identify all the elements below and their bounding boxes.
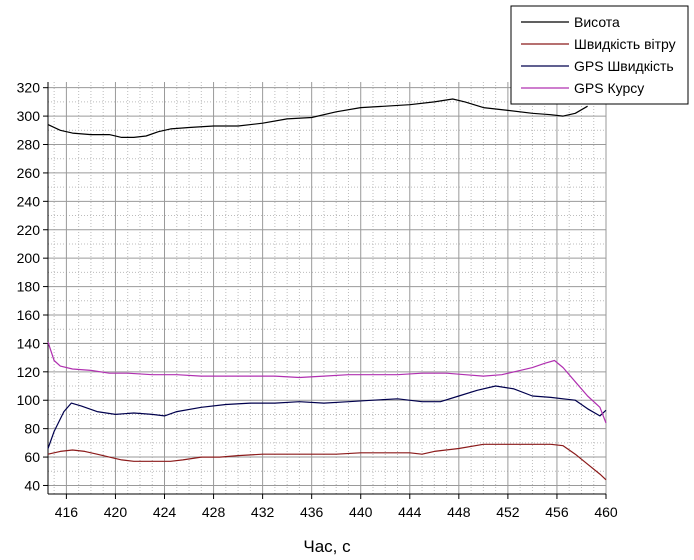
series-line: [47, 385, 607, 449]
y-tick-label: 60: [24, 449, 40, 465]
x-tick-label: 428: [202, 504, 226, 520]
x-tick-label: 440: [349, 504, 373, 520]
x-tick-label: 424: [153, 504, 177, 520]
series-line: [47, 98, 588, 138]
y-tick-label: 260: [17, 165, 41, 181]
y-tick-label: 240: [17, 193, 41, 209]
series-line: [47, 341, 607, 424]
y-tick-label: 320: [17, 80, 41, 96]
legend: Висота Швидкість вітру GPS Швидкість GPS Ку…: [510, 5, 689, 105]
x-tick-label: 416: [55, 504, 79, 520]
y-tick-label: 100: [17, 392, 41, 408]
x-tick-label: 444: [398, 504, 422, 520]
axes: 40 60 80 100 120 140 160 180 200 220 240 260 280 300 3…: [17, 80, 618, 520]
x-tick-label: 420: [104, 504, 128, 520]
y-tick-label: 180: [17, 279, 41, 295]
x-tick-label: 448: [447, 504, 471, 520]
legend-label: GPS Швидкість: [574, 58, 674, 74]
y-tick-label: 200: [17, 250, 41, 266]
x-tick-label: 452: [496, 504, 520, 520]
legend-label: Швидкість вітру: [574, 36, 676, 52]
y-tick-label: 80: [24, 421, 40, 437]
x-axis-title: Час, с: [303, 537, 351, 556]
x-tick-label: 460: [594, 504, 618, 520]
y-tick-label: 300: [17, 108, 41, 124]
x-tick-label: 432: [251, 504, 275, 520]
y-tick-label: 140: [17, 335, 41, 351]
y-tick-label: 160: [17, 307, 41, 323]
y-tick-label: 220: [17, 222, 41, 238]
legend-label: GPS Курсу: [574, 80, 644, 96]
series-line: [47, 443, 607, 481]
legend-label: Висота: [574, 14, 620, 30]
y-tick-label: 40: [24, 477, 40, 493]
x-tick-label: 436: [300, 504, 324, 520]
grid: [48, 82, 607, 494]
x-tick-label: 456: [545, 504, 569, 520]
series-lines: [47, 98, 607, 481]
y-tick-label: 120: [17, 364, 41, 380]
y-tick-label: 280: [17, 137, 41, 153]
